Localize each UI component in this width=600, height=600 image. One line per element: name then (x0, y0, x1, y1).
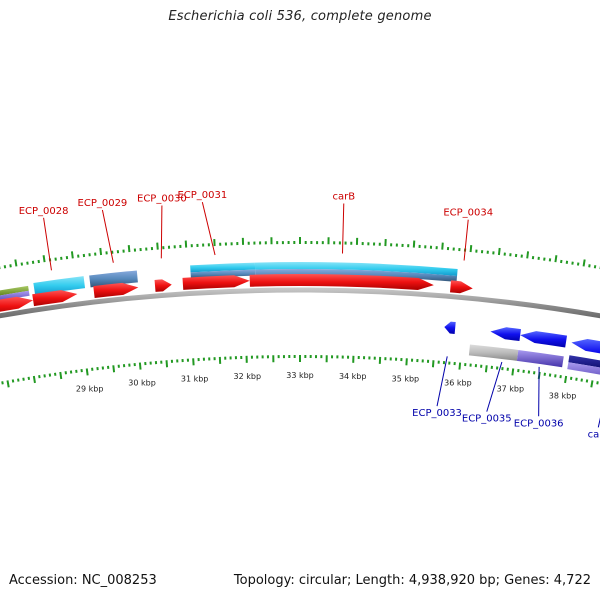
forward-cds-band (254, 262, 458, 276)
kbp-tick-label: 37 kbp (497, 384, 525, 393)
inner-tick (85, 368, 89, 376)
label-leader-line (436, 356, 448, 407)
label-leader-line (486, 361, 503, 412)
genome-backbone (0, 287, 600, 319)
outer-tick (70, 251, 74, 259)
outer-tick (497, 247, 501, 256)
inner-tick (11, 379, 15, 383)
inner-tick (59, 371, 63, 380)
genome-summary-text: Topology: circular; Length: 4,938,920 bp… (233, 573, 591, 588)
reverse-cds-band (567, 362, 600, 375)
inner-tick (6, 380, 10, 388)
inner-tick (138, 362, 142, 370)
forward-gene-carB (249, 274, 434, 290)
inner-tick (165, 360, 169, 368)
backbone-layer (0, 287, 600, 319)
cds-band-layer (0, 262, 600, 375)
inner-tick (431, 360, 435, 368)
reverse-gene-label: ECP_0035 (462, 414, 512, 425)
outer-tick (156, 242, 159, 250)
outer-tick (469, 245, 473, 253)
inner-tick (511, 368, 515, 376)
inner-tick (112, 365, 116, 373)
reverse-gene-label: ECP_0036 (514, 418, 564, 429)
forward-cds-band (0, 285, 29, 296)
outer-tick (526, 251, 530, 259)
reverse-cds-band (568, 355, 600, 368)
reverse-cds-band (468, 344, 519, 361)
reverse-gene-caiC (571, 338, 600, 354)
page-title: Escherichia coli 536, complete genome (168, 9, 432, 24)
kbp-tick-label: 31 kbp (181, 374, 209, 383)
kbp-tick-label: 36 kbp (444, 378, 472, 387)
label-leader-line (101, 209, 114, 263)
reverse-gene-ECP_0033 (444, 321, 456, 334)
label-leader-line (160, 205, 163, 259)
inner-tick (585, 379, 589, 383)
kbp-tick-label: 34 kbp (339, 372, 367, 381)
inner-tick (484, 365, 488, 373)
inner-tick (1, 381, 4, 385)
inner-tick (564, 375, 568, 384)
kbp-tick-label: 32 kbp (234, 372, 262, 381)
inner-tick (32, 375, 36, 384)
outer-tick (42, 255, 46, 263)
inner-tick (590, 380, 594, 388)
forward-gene-label: ECP_0031 (177, 190, 227, 201)
inner-tick (458, 362, 462, 370)
reverse-cds-band (516, 349, 564, 368)
kbp-tick-label: 38 kbp (549, 392, 577, 401)
forward-gene-ECP_0028 (32, 290, 78, 307)
forward-gene-label: carB (332, 192, 355, 203)
accession-text: Accession: NC_008253 (9, 573, 157, 588)
forward-cds-band (33, 276, 86, 295)
forward-cds-band (190, 262, 256, 273)
outer-tick (554, 255, 558, 263)
forward-gene-label: ECP_0028 (19, 206, 69, 217)
outer-tick (14, 259, 18, 267)
tick-layer (0, 237, 600, 388)
inner-tick (596, 381, 599, 385)
outer-tick (441, 242, 444, 250)
label-leader-line (43, 217, 52, 271)
forward-gene-ECP_0029 (93, 282, 139, 298)
reverse-gene-label: ECP_0033 (412, 408, 462, 419)
kbp-tick-label: 35 kbp (392, 374, 420, 383)
forward-gene-label: ECP_0034 (443, 208, 493, 219)
outer-tick (582, 259, 586, 267)
kbp-tick-label: 33 kbp (286, 371, 314, 380)
forward-gene-label: ECP_0030 (137, 194, 187, 205)
reverse-gene-label: caiC (588, 429, 600, 440)
forward-cds-band (0, 290, 30, 301)
kbp-tick-label: 29 kbp (76, 384, 104, 393)
forward-gene-arrow (0, 296, 34, 312)
forward-gene-ECP_0030 (154, 279, 172, 292)
outer-tick (99, 247, 103, 256)
reverse-gene-ECP_0035 (490, 327, 521, 342)
forward-gene-label: ECP_0029 (78, 198, 128, 209)
forward-cds-band (89, 270, 138, 288)
forward-gene-ECP_0034 (450, 280, 473, 294)
gene-arrow-layer (0, 274, 600, 354)
label-leader-line (341, 203, 345, 254)
forward-cds-band (190, 269, 256, 279)
reverse-gene-ECP_0036 (520, 331, 568, 348)
kbp-tick-label: 30 kbp (128, 378, 156, 387)
forward-gene-ECP_0031 (182, 275, 250, 290)
label-leader-line (201, 201, 216, 256)
outer-tick (127, 245, 131, 253)
label-leader-line (463, 219, 469, 261)
